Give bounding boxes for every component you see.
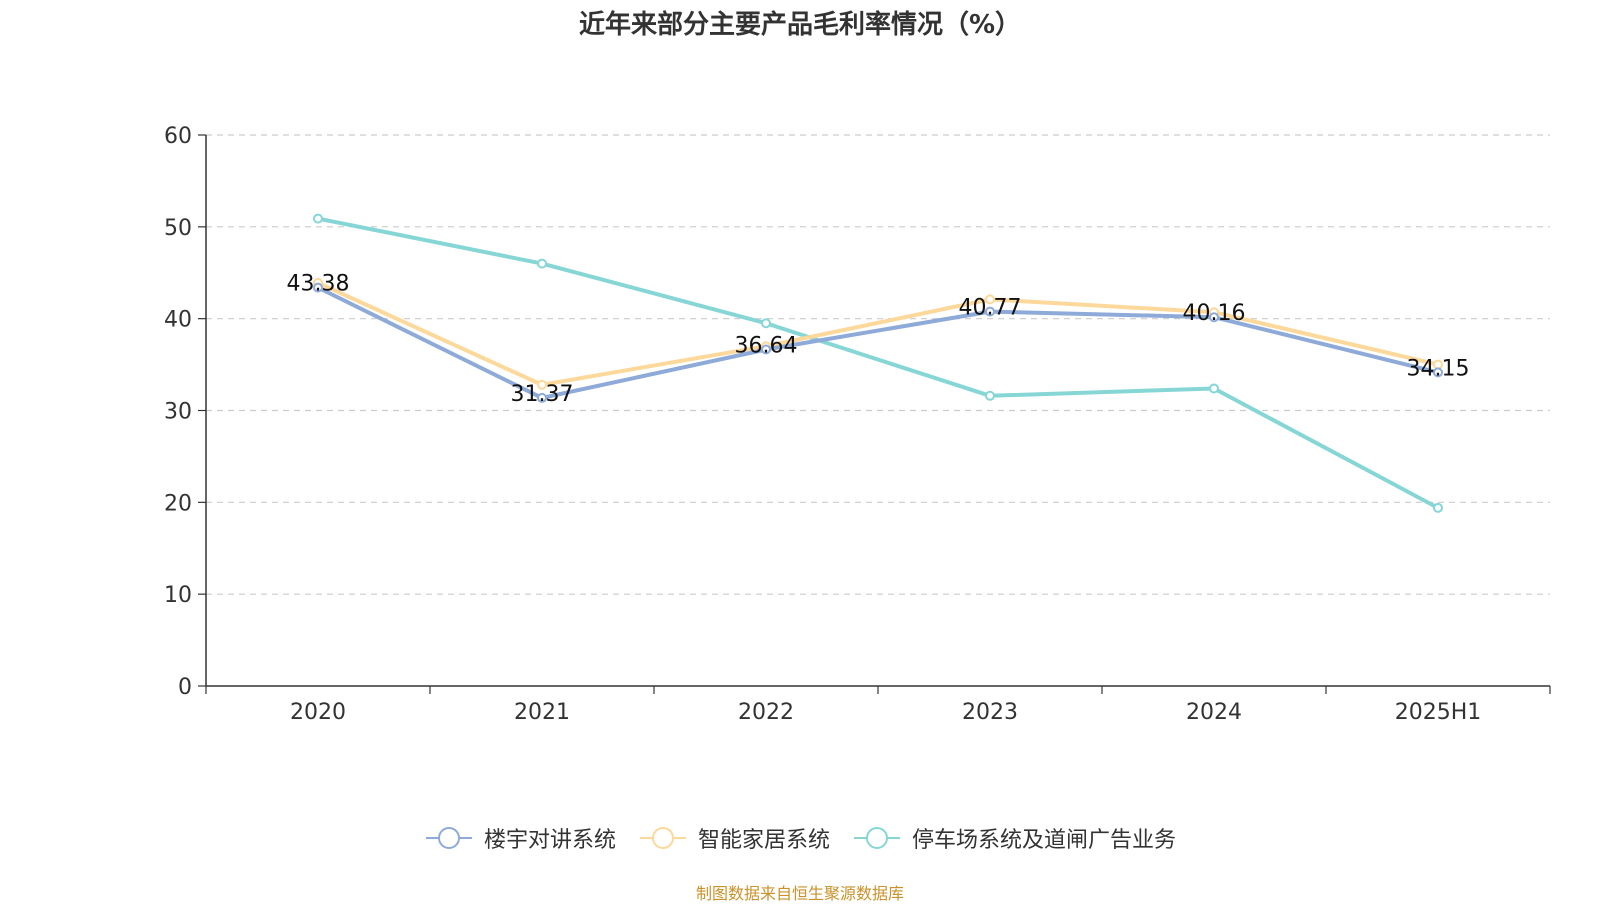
- data-label-2025H1: 34.15: [1407, 356, 1470, 381]
- data-label-2022: 36.64: [735, 334, 798, 359]
- y-tick-label-60: 60: [164, 124, 192, 149]
- x-tick-label-2025H1: 2025H1: [1395, 700, 1482, 725]
- series-2-point-2022[interactable]: [761, 318, 771, 329]
- x-tick-label-2024: 2024: [1186, 700, 1242, 725]
- y-tick-label-30: 30: [164, 400, 192, 425]
- x-tick-label-2022: 2022: [738, 700, 794, 725]
- legend-item-intercom[interactable]: 楼宇对讲系统: [424, 822, 616, 854]
- series-2-point-2024[interactable]: [1209, 383, 1219, 394]
- series-line-0: [316, 285, 1440, 400]
- series-2-point-2023[interactable]: [985, 390, 995, 401]
- legend-symbol-parking-icon: [854, 827, 900, 849]
- y-tick-label-50: 50: [164, 216, 192, 241]
- x-tick-label-2020: 2020: [290, 700, 346, 725]
- x-tick-label-2023: 2023: [962, 700, 1018, 725]
- legend-item-smarthome[interactable]: 智能家居系统: [638, 822, 830, 854]
- legend-symbol-smarthome-icon: [639, 827, 686, 849]
- legend-label-parking: 停车场系统及道闸广告业务: [912, 828, 1177, 853]
- series-group: [313, 213, 1443, 513]
- series-0-point-2023[interactable]: [985, 306, 995, 317]
- y-tick-label-10: 10: [164, 583, 192, 608]
- series-line-1: [316, 280, 1440, 387]
- source-note: 制图数据来自恒生聚源数据库: [695, 884, 904, 903]
- data-label-2024: 40.16: [1183, 301, 1246, 326]
- series-0-point-2025H1[interactable]: [1433, 367, 1443, 378]
- series-1-point-2021[interactable]: [537, 379, 547, 390]
- y-tick-label-0: 0: [178, 675, 192, 700]
- series-1-point-2023[interactable]: [985, 294, 995, 305]
- y-tick-label-40: 40: [164, 308, 192, 333]
- legend-label-smarthome: 智能家居系统: [697, 828, 830, 853]
- x-tick-label-2021: 2021: [514, 700, 570, 725]
- legend-label-intercom: 楼宇对讲系统: [483, 828, 616, 853]
- legend: 楼宇对讲系统 智能家居系统 停车场系统及道闸广告业务: [0, 822, 1600, 854]
- legend-circle: [437, 827, 460, 849]
- legend-circle: [866, 827, 888, 849]
- series-2-point-2021[interactable]: [537, 258, 547, 269]
- axes: 0 10 20 30 40 50 60 2020 2021 2022 2023 2024 2025H1: [164, 124, 1551, 725]
- legend-symbol-intercom-icon: [425, 827, 472, 849]
- y-tick-label-20: 20: [164, 491, 192, 516]
- legend-item-parking[interactable]: 停车场系统及道闸广告业务: [852, 822, 1176, 854]
- series-line-2: [316, 216, 1440, 510]
- series-2-point-2020[interactable]: [313, 213, 323, 224]
- series-0-point-2024[interactable]: [1209, 312, 1219, 323]
- data-labels: 43.38 31.37 36.64 40.77 40.16 34.15: [287, 272, 1470, 407]
- data-label-2023: 40.77: [959, 296, 1022, 321]
- legend-circle: [651, 827, 674, 849]
- data-label-2021: 31.37: [511, 382, 574, 407]
- series-2-point-2025H1[interactable]: [1433, 502, 1443, 513]
- chart-title: 近年来部分主要产品毛利率情况（%）: [578, 10, 1022, 40]
- series-0-point-2021[interactable]: [537, 392, 547, 403]
- series-0-point-2020[interactable]: [313, 282, 323, 293]
- gridlines: [206, 134, 1550, 595]
- data-label-2020: 43.38: [287, 272, 350, 297]
- series-0-point-2022[interactable]: [761, 344, 771, 355]
